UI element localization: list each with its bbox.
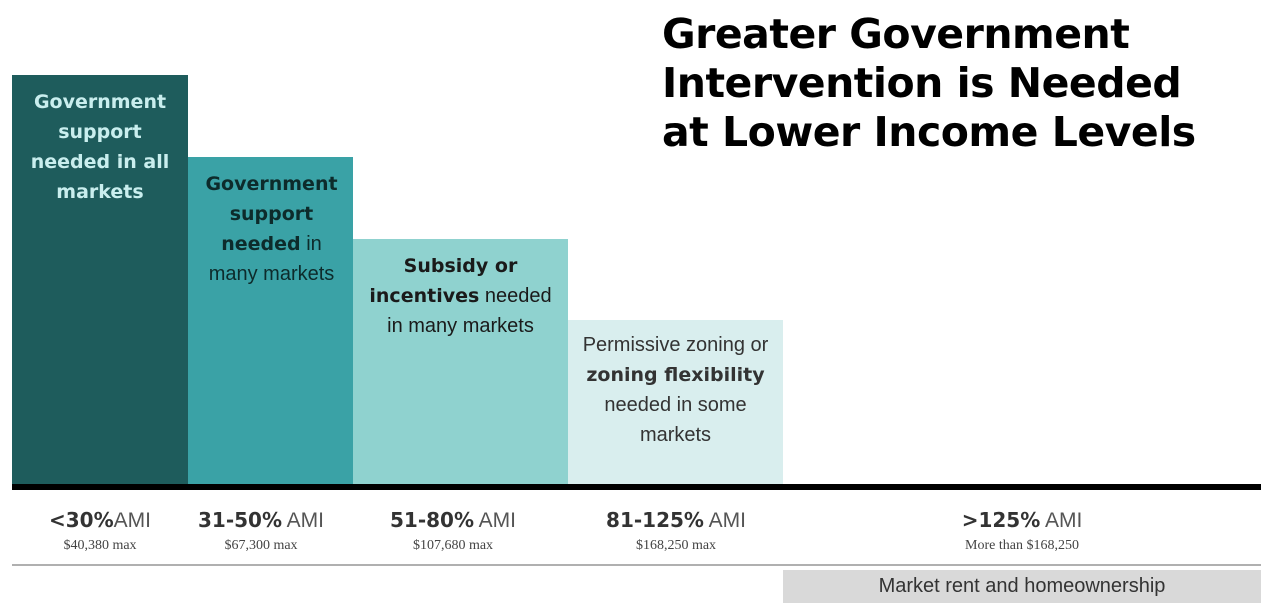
bar-51-80-ami: Subsidy or incentives needed in many mar… (353, 238, 568, 484)
market-rent-band: Market rent and homeownership (783, 570, 1261, 603)
category-label: 81-125% AMI $168,250 max (571, 507, 781, 556)
bar-31-50-label: Government support needed in many market… (205, 172, 338, 285)
category-max-income: $67,300 max (224, 538, 298, 553)
bar-81-125-ami: Permissive zoning or zoning flexibility … (568, 320, 783, 484)
bar-under-30-ami: Government support needed in all markets (12, 75, 188, 484)
title-line-3: at Lower Income Levels (662, 108, 1196, 156)
chart-title: Greater Government Intervention is Neede… (662, 10, 1252, 157)
category-max-income: More than $168,250 (965, 538, 1079, 553)
category-max-income: $40,380 max (63, 538, 137, 553)
chart-baseline (12, 484, 1261, 490)
title-line-1: Greater Government (662, 10, 1130, 58)
category-label: 51-80% AMI $107,680 max (353, 507, 553, 556)
bar-under-30-label: Government support needed in all markets (30, 91, 170, 203)
bar-51-80-label: Subsidy or incentives needed in many mar… (369, 254, 552, 337)
title-line-2: Intervention is Needed (662, 59, 1182, 107)
divider-line (12, 564, 1261, 566)
bar-31-50-ami: Government support needed in many market… (188, 156, 353, 484)
category-label: >125% AMI More than $168,250 (872, 507, 1172, 556)
category-label: <30%AMI $40,380 max (15, 507, 185, 556)
category-label: 31-50% AMI $67,300 max (176, 507, 346, 556)
category-max-income: $107,680 max (412, 538, 494, 553)
bar-81-125-label: Permissive zoning or zoning flexibility … (582, 334, 769, 447)
category-max-income: $168,250 max (635, 538, 717, 553)
